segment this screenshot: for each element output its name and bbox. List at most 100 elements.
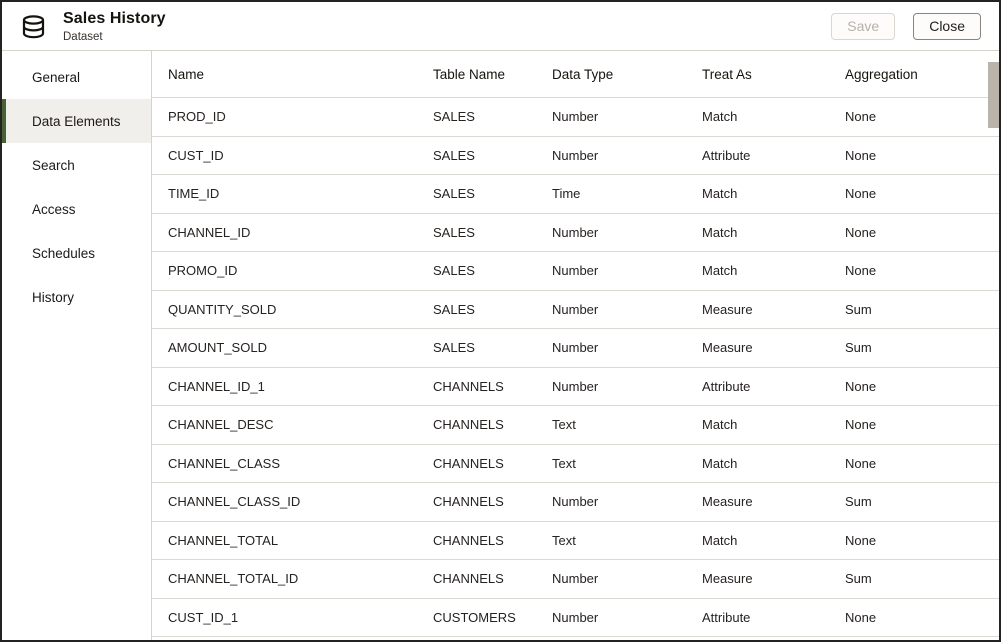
cell-data-type[interactable]: Time — [552, 186, 581, 202]
cell-treat-as[interactable]: Match — [702, 263, 738, 279]
cell-aggregation[interactable]: None — [845, 455, 877, 471]
sidebar-item-history[interactable]: History — [2, 275, 151, 319]
cell-treat-as[interactable]: Match — [702, 186, 738, 202]
table-row[interactable]: QUANTITY_SOLD SALES Number Measure Sum — [152, 290, 999, 329]
sidebar-item-label: History — [32, 289, 75, 305]
cell-data-type[interactable]: Number — [552, 109, 599, 125]
cell-aggregation[interactable]: Sum — [845, 571, 872, 587]
cell-name[interactable]: CHANNEL_TOTAL_ID — [168, 571, 299, 587]
cell-data-type[interactable]: Text — [552, 455, 576, 471]
cell-data-type[interactable]: Number — [552, 301, 599, 317]
table-row[interactable]: CUST_ID SALES Number Attribute None — [152, 136, 999, 175]
close-button[interactable]: Close — [913, 12, 981, 40]
table-row[interactable]: PROMO_ID SALES Number Match None — [152, 252, 999, 291]
cell-name[interactable]: AMOUNT_SOLD — [168, 340, 267, 356]
cell-name[interactable]: CUST_ID — [168, 147, 224, 163]
cell-aggregation[interactable]: None — [845, 263, 877, 279]
cell-table-name: CHANNELS — [433, 571, 504, 587]
table-row[interactable]: CHANNEL_TOTAL CHANNELS Text Match None — [152, 521, 999, 560]
cell-data-type[interactable]: Text — [552, 532, 576, 548]
cell-data-type[interactable]: Number — [552, 263, 599, 279]
cell-treat-as[interactable]: Measure — [702, 571, 753, 587]
data-elements-panel: Name Table Name Data Type Treat As Aggre… — [152, 51, 999, 640]
cell-treat-as[interactable]: Match — [702, 109, 738, 125]
column-header-data-type[interactable]: Data Type — [552, 66, 614, 82]
cell-treat-as[interactable]: Measure — [702, 494, 753, 510]
table-row[interactable]: AMOUNT_SOLD SALES Number Measure Sum — [152, 329, 999, 368]
sidebar-item-data-elements[interactable]: Data Elements — [2, 99, 151, 143]
cell-name[interactable]: PROMO_ID — [168, 263, 238, 279]
table-row[interactable]: CUST_ID_1 CUSTOMERS Number Attribute Non… — [152, 598, 999, 637]
cell-table-name: SALES — [433, 340, 475, 356]
cell-table-name: CHANNELS — [433, 494, 504, 510]
cell-treat-as[interactable]: Measure — [702, 301, 753, 317]
sidebar-item-search[interactable]: Search — [2, 143, 151, 187]
table-row[interactable]: TIME_ID SALES Time Match None — [152, 175, 999, 214]
sidebar-item-general[interactable]: General — [2, 55, 151, 99]
cell-aggregation[interactable]: None — [845, 532, 877, 548]
cell-aggregation[interactable]: None — [845, 609, 877, 625]
cell-treat-as[interactable]: Attribute — [702, 609, 751, 625]
table-row[interactable]: CHANNEL_DESC CHANNELS Text Match None — [152, 406, 999, 445]
table-row[interactable]: CHANNEL_ID SALES Number Match None — [152, 213, 999, 252]
cell-treat-as[interactable]: Attribute — [702, 147, 751, 163]
cell-name[interactable]: CHANNEL_ID_1 — [168, 378, 265, 394]
cell-name[interactable]: CHANNEL_CLASS_ID — [168, 494, 301, 510]
table-row[interactable]: CHANNEL_CLASS CHANNELS Text Match None — [152, 444, 999, 483]
cell-treat-as[interactable]: Match — [702, 417, 738, 433]
table-row[interactable]: CHANNEL_TOTAL_ID CHANNELS Number Measure… — [152, 560, 999, 599]
cell-name[interactable]: PROD_ID — [168, 109, 226, 125]
cell-aggregation[interactable]: None — [845, 378, 877, 394]
column-header-name[interactable]: Name — [168, 66, 205, 82]
table-row[interactable]: PROD_ID SALES Number Match None — [152, 98, 999, 137]
column-header-table-name[interactable]: Table Name — [433, 66, 506, 82]
cell-aggregation[interactable]: Sum — [845, 494, 872, 510]
cell-data-type[interactable]: Number — [552, 571, 599, 587]
cell-aggregation[interactable]: None — [845, 224, 877, 240]
cell-treat-as[interactable]: Measure — [702, 340, 753, 356]
cell-table-name: CUSTOMERS — [433, 609, 516, 625]
cell-table-name: CHANNELS — [433, 455, 504, 471]
cell-data-type[interactable]: Number — [552, 378, 599, 394]
cell-data-type[interactable]: Text — [552, 417, 576, 433]
cell-treat-as[interactable]: Match — [702, 455, 738, 471]
table-row[interactable]: CHANNEL_CLASS_ID CHANNELS Number Measure… — [152, 483, 999, 522]
table-row[interactable]: CHANNEL_ID_1 CHANNELS Number Attribute N… — [152, 367, 999, 406]
cell-treat-as[interactable]: Attribute — [702, 378, 751, 394]
cell-aggregation[interactable]: Sum — [845, 340, 872, 356]
cell-name[interactable]: TIME_ID — [168, 186, 220, 202]
cell-aggregation[interactable]: None — [845, 186, 877, 202]
cell-data-type[interactable]: Number — [552, 224, 599, 240]
cell-aggregation[interactable]: Sum — [845, 301, 872, 317]
sidebar-item-label: General — [32, 69, 81, 85]
page-subtitle: Dataset — [63, 31, 103, 43]
cell-name[interactable]: CHANNEL_DESC — [168, 417, 274, 433]
cell-data-type[interactable]: Number — [552, 609, 599, 625]
cell-aggregation[interactable]: None — [845, 417, 877, 433]
cell-data-type[interactable]: Number — [552, 340, 599, 356]
sidebar-item-access[interactable]: Access — [2, 187, 151, 231]
column-header-treat-as[interactable]: Treat As — [702, 66, 752, 82]
cell-name[interactable]: CHANNEL_CLASS — [168, 455, 280, 471]
cell-table-name: SALES — [433, 301, 475, 317]
sidebar-item-schedules[interactable]: Schedules — [2, 231, 151, 275]
cell-data-type[interactable]: Number — [552, 147, 599, 163]
save-button[interactable]: Save — [831, 12, 896, 40]
column-header-aggregation[interactable]: Aggregation — [845, 66, 918, 82]
sidebar-item-label: Schedules — [32, 245, 96, 261]
cell-name[interactable]: CUST_ID_1 — [168, 609, 239, 625]
cell-treat-as[interactable]: Match — [702, 224, 738, 240]
cell-aggregation[interactable]: None — [845, 147, 877, 163]
cell-treat-as[interactable]: Match — [702, 532, 738, 548]
sidebar-item-label: Data Elements — [32, 113, 121, 129]
cell-name[interactable]: CHANNEL_TOTAL — [168, 532, 279, 548]
cell-name[interactable]: CHANNEL_ID — [168, 224, 251, 240]
cell-aggregation[interactable]: None — [845, 109, 877, 125]
vertical-scrollbar-thumb[interactable] — [988, 62, 999, 128]
cell-data-type[interactable]: Number — [552, 494, 599, 510]
cell-table-name: SALES — [433, 109, 475, 125]
main-area: General Data Elements Search Access Sche… — [2, 51, 999, 640]
cell-name[interactable]: QUANTITY_SOLD — [168, 301, 277, 317]
sidebar-item-label: Access — [32, 201, 76, 217]
